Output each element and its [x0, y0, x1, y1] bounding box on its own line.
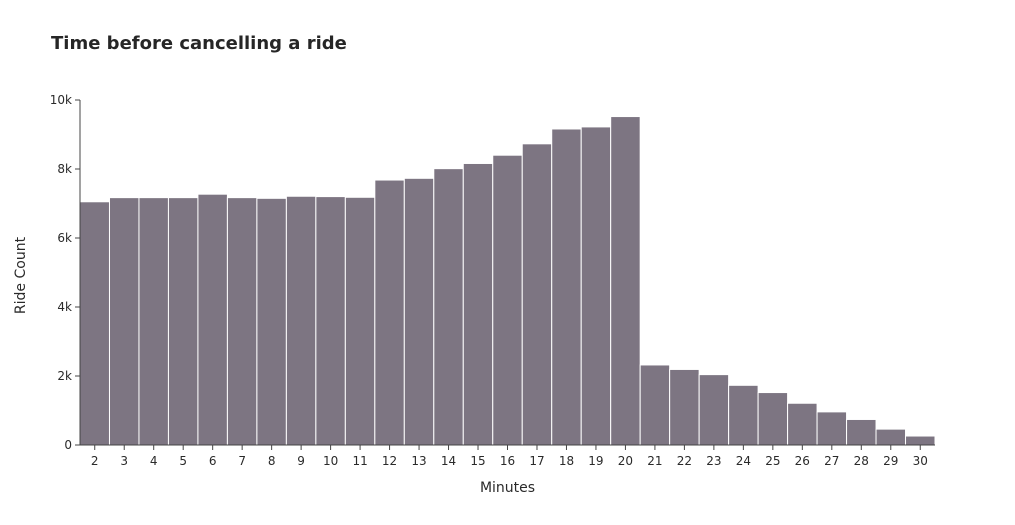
bar-29 — [875, 428, 907, 446]
bar-27 — [816, 411, 848, 446]
y-tick-label: 6k — [57, 231, 72, 245]
x-tick-label: 29 — [883, 454, 898, 468]
bar-20 — [610, 116, 641, 446]
bar-5 — [167, 197, 199, 446]
x-tick-label: 17 — [529, 454, 544, 468]
x-tick-label: 6 — [209, 454, 217, 468]
y-axis-title: Ride Count — [13, 236, 29, 314]
bar-28 — [846, 418, 877, 446]
x-tick-label: 13 — [411, 454, 426, 468]
bar-9 — [285, 195, 317, 446]
x-tick-label: 23 — [706, 454, 721, 468]
bar-2 — [79, 201, 110, 446]
bar-24 — [728, 384, 759, 446]
bar-16 — [492, 154, 523, 446]
x-tick-label: 7 — [238, 454, 246, 468]
x-tick-label: 16 — [500, 454, 515, 468]
bar-18 — [551, 128, 582, 446]
x-tick-label: 20 — [618, 454, 633, 468]
x-tick-label: 27 — [824, 454, 839, 468]
x-tick-label: 2 — [91, 454, 99, 468]
y-tick-label: 0 — [64, 438, 72, 452]
bar-19 — [580, 126, 612, 446]
bar-21 — [639, 364, 671, 446]
bar-13 — [403, 177, 435, 446]
bar-6 — [197, 193, 228, 446]
x-tick-label: 24 — [736, 454, 751, 468]
x-tick-label: 22 — [677, 454, 692, 468]
x-tick-label: 9 — [297, 454, 305, 468]
x-axis-title: Minutes — [480, 480, 535, 496]
x-tick-label: 21 — [647, 454, 662, 468]
bar-10 — [315, 196, 346, 446]
bars-group — [79, 116, 936, 446]
x-tick-label: 19 — [588, 454, 603, 468]
bar-30 — [905, 435, 936, 446]
x-tick-label: 3 — [120, 454, 128, 468]
x-tick-label: 30 — [913, 454, 928, 468]
bar-15 — [462, 162, 494, 446]
x-tick-label: 12 — [382, 454, 397, 468]
bar-14 — [433, 168, 464, 446]
x-tick-label: 26 — [795, 454, 810, 468]
bar-23 — [698, 374, 730, 446]
x-tick-label: 10 — [323, 454, 338, 468]
bar-7 — [226, 197, 258, 446]
bar-25 — [757, 392, 789, 446]
bar-8 — [256, 197, 287, 446]
x-tick-label: 11 — [352, 454, 367, 468]
bar-26 — [787, 402, 818, 446]
bar-12 — [374, 179, 405, 446]
x-tick-label: 5 — [179, 454, 187, 468]
y-tick-label: 2k — [57, 369, 72, 383]
x-tick-label: 8 — [268, 454, 276, 468]
x-tick-label: 28 — [854, 454, 869, 468]
x-tick-label: 25 — [765, 454, 780, 468]
x-tick-label: 14 — [441, 454, 456, 468]
x-axis-ticks: 2 3 4 5 6 7 8 9 10 11 12 13 14 15 16 17 18 19 20 21 22 23 24 25… — [91, 445, 928, 468]
x-tick-label: 4 — [150, 454, 158, 468]
chart-title: Time before cancelling a ride — [51, 33, 347, 54]
bar-17 — [521, 143, 553, 446]
x-tick-label: 18 — [559, 454, 574, 468]
bar-3 — [108, 197, 140, 446]
y-axis-ticks: 0 2k 4k 6k 8k 10k — [50, 93, 80, 452]
bar-22 — [669, 368, 700, 446]
bar-11 — [344, 196, 376, 446]
y-tick-label: 4k — [57, 300, 72, 314]
y-tick-label: 8k — [57, 162, 72, 176]
x-tick-label: 15 — [470, 454, 485, 468]
y-tick-label: 10k — [50, 93, 72, 107]
bar-4 — [138, 197, 169, 446]
